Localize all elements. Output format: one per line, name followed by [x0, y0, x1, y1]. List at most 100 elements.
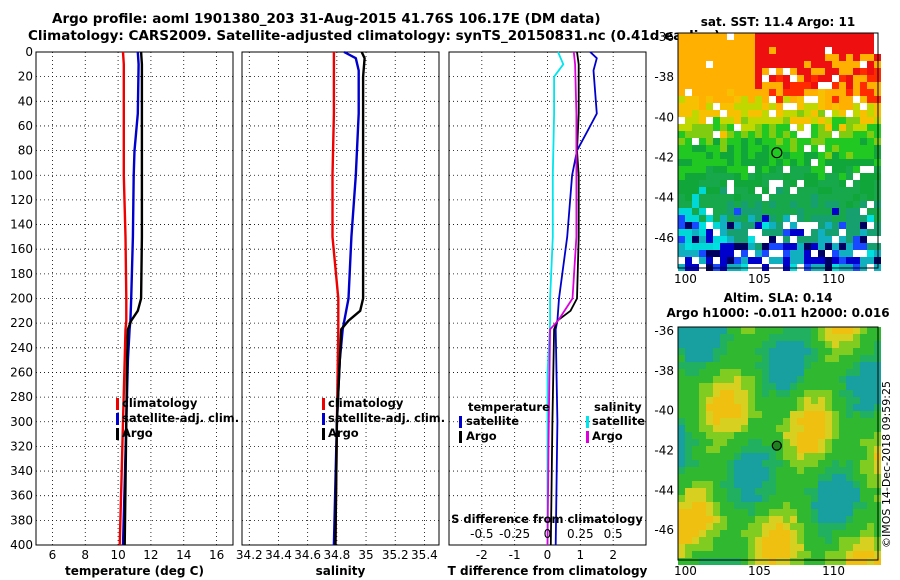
sla_map-pixel: [762, 453, 769, 460]
sst_map-pixel: [713, 75, 720, 82]
sst_map-pixel: [860, 159, 867, 166]
sst_map-pixel: [867, 194, 874, 201]
sst_map-pixel: [727, 103, 734, 110]
sla_map-pixel: [685, 502, 692, 509]
sla_map-pixel: [769, 446, 776, 453]
sla_map-pixel: [790, 432, 797, 439]
sla_map-pixel: [748, 558, 755, 565]
sla_map-pixel: [762, 327, 769, 334]
sst_map-pixel: [706, 257, 713, 264]
sst_map-pixel: [811, 75, 818, 82]
sla_map-pixel: [825, 481, 832, 488]
diff-legend-salinity-swatch: [586, 416, 589, 428]
sst_map-pixel: [846, 138, 853, 145]
sst_map-pixel: [769, 131, 776, 138]
sst_map-pixel: [678, 201, 685, 208]
sst_map-pixel: [692, 173, 699, 180]
sst_map-pixel: [762, 82, 769, 89]
sst_map-pixel: [769, 124, 776, 131]
sla_map-pixel: [748, 404, 755, 411]
sla_map-pixel: [846, 390, 853, 397]
sla_map-pixel: [755, 467, 762, 474]
sla_map-y-tick-label: -36: [654, 324, 674, 338]
sla_map-pixel: [748, 523, 755, 530]
sla_map-pixel: [811, 516, 818, 523]
sst_map-pixel: [699, 131, 706, 138]
sla_map-pixel: [769, 397, 776, 404]
sla_map-pixel: [811, 481, 818, 488]
sst_map-pixel: [741, 40, 748, 47]
sst_map-pixel: [734, 75, 741, 82]
sst_map-pixel: [776, 47, 783, 54]
sla_map-pixel: [825, 418, 832, 425]
sst_map-pixel: [713, 236, 720, 243]
sst_map-pixel: [839, 187, 846, 194]
sst_map-pixel: [692, 68, 699, 75]
sla_map-pixel: [839, 551, 846, 558]
sla_map-pixel: [755, 530, 762, 537]
sla_map-pixel: [748, 551, 755, 558]
depth-tick-label: 0: [25, 45, 33, 59]
sla_map-pixel: [825, 551, 832, 558]
sla_map-pixel: [846, 544, 853, 551]
sst_map-pixel: [790, 194, 797, 201]
sst_map-pixel: [706, 131, 713, 138]
sla_map-pixel: [685, 327, 692, 334]
sla_map-pixel: [839, 376, 846, 383]
sst_map-pixel: [762, 201, 769, 208]
sla_map-pixel: [811, 418, 818, 425]
sla_map-pixel: [832, 460, 839, 467]
sst_map-pixel: [727, 152, 734, 159]
sla_map-pixel: [804, 439, 811, 446]
sst_map-pixel: [692, 180, 699, 187]
sla_map-pixel: [797, 481, 804, 488]
sla_map-pixel: [783, 432, 790, 439]
sla_map-pixel: [811, 439, 818, 446]
sst_map-pixel: [811, 138, 818, 145]
sst_map-pixel: [804, 54, 811, 61]
sst_map-pixel: [811, 89, 818, 96]
sla_map-pixel: [692, 551, 699, 558]
sla_map-pixel: [727, 544, 734, 551]
sla_map-pixel: [734, 362, 741, 369]
sst_map-pixel: [748, 194, 755, 201]
sla_map-pixel: [776, 481, 783, 488]
sla_map-pixel: [811, 390, 818, 397]
sla_map-pixel: [706, 523, 713, 530]
sst_map-pixel: [685, 124, 692, 131]
sla_map-pixel: [734, 551, 741, 558]
sla_map-pixel: [839, 362, 846, 369]
sst_map-pixel: [776, 75, 783, 82]
sst_map-pixel: [867, 89, 874, 96]
sla_map-pixel: [685, 334, 692, 341]
sst_map-pixel: [811, 180, 818, 187]
sst_map-pixel: [853, 124, 860, 131]
sst_map-pixel: [811, 236, 818, 243]
sst_map-pixel: [860, 145, 867, 152]
difference-series-t-satellite: [554, 51, 598, 546]
sla_map-pixel: [720, 348, 727, 355]
sla_map-pixel: [797, 558, 804, 565]
sst_map-pixel: [699, 250, 706, 257]
sla_map-pixel: [804, 460, 811, 467]
sla_map-pixel: [741, 348, 748, 355]
sst_map-pixel: [685, 222, 692, 229]
sla_map-pixel: [804, 397, 811, 404]
sla_map-pixel: [713, 425, 720, 432]
sst_map-pixel: [860, 75, 867, 82]
sla_map-pixel: [769, 327, 776, 334]
sla_map-pixel: [713, 383, 720, 390]
sla_map-pixel: [846, 502, 853, 509]
sst_map-pixel: [818, 124, 825, 131]
sst_map-pixel: [839, 68, 846, 75]
sla_map-pixel: [776, 397, 783, 404]
sst_map-pixel: [832, 187, 839, 194]
sla_map-pixel: [867, 460, 874, 467]
sst_map-pixel: [853, 180, 860, 187]
sla_map-pixel: [790, 348, 797, 355]
sla_map-pixel: [839, 558, 846, 565]
sla_map-pixel: [692, 488, 699, 495]
sst_map-pixel: [720, 40, 727, 47]
sst_map-pixel: [818, 117, 825, 124]
sla_map-pixel: [720, 495, 727, 502]
